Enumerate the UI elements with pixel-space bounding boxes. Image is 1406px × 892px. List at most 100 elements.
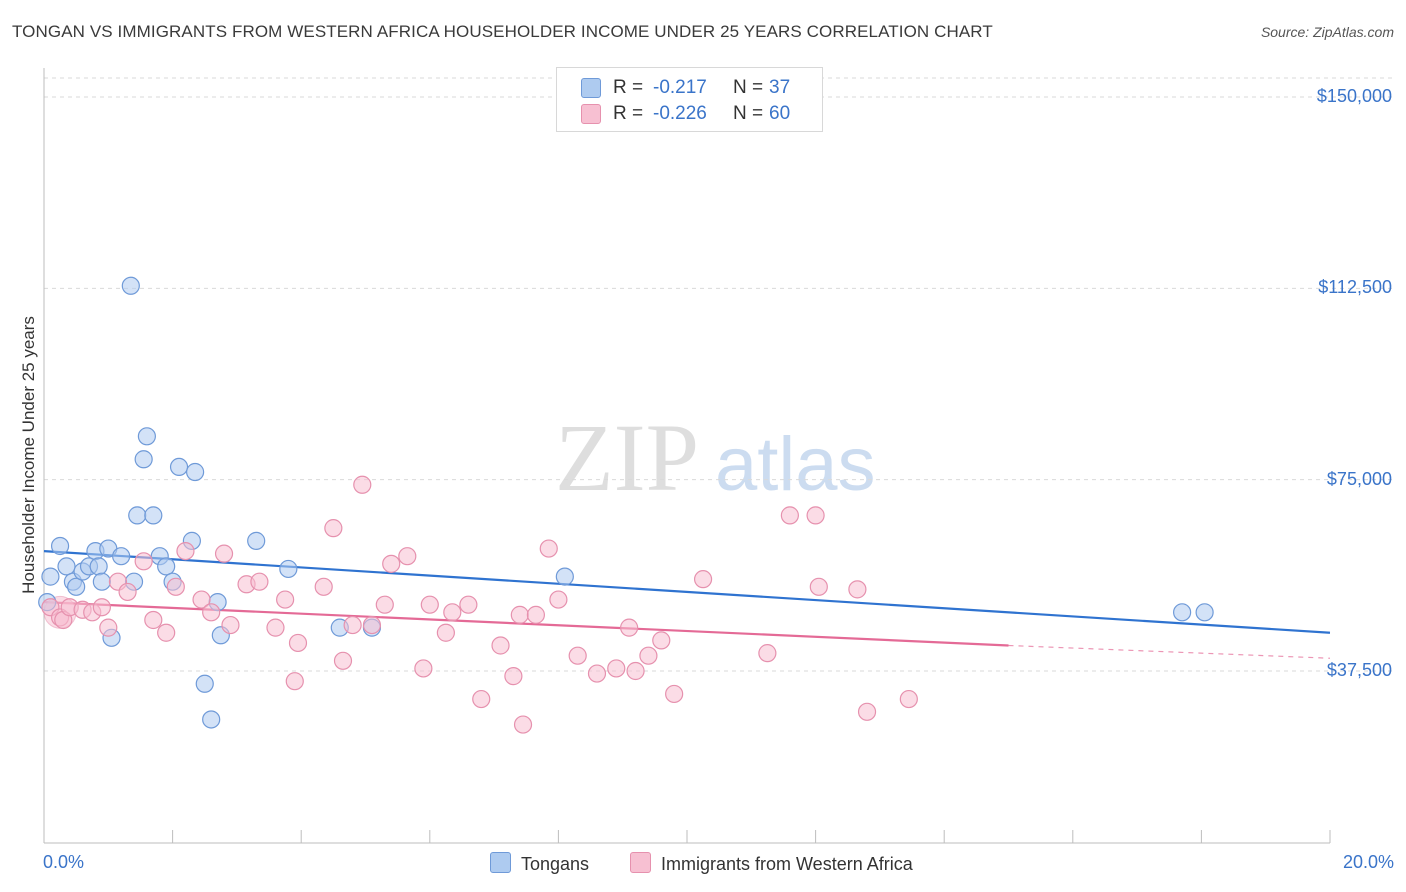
data-point-tongans [128, 506, 147, 525]
data-point-western-africa [353, 475, 372, 494]
data-point-western-africa [443, 603, 462, 622]
series-legend-tongans: Tongans [490, 852, 589, 875]
data-point-western-africa [285, 672, 304, 691]
data-point-tongans [202, 710, 221, 729]
data-point-tongans [157, 557, 176, 576]
data-point-western-africa [620, 618, 639, 637]
data-point-western-africa [899, 689, 918, 709]
data-point-western-africa [607, 659, 626, 678]
data-point-tongans [1173, 603, 1192, 622]
data-point-western-africa [758, 644, 777, 663]
data-point-western-africa [99, 618, 118, 637]
trend-lines [43, 549, 1331, 659]
data-point-western-africa [288, 633, 308, 653]
data-point-western-africa [166, 577, 185, 596]
data-point-western-africa [202, 603, 221, 622]
data-point-tongans [57, 557, 76, 576]
data-point-tongans [50, 536, 70, 556]
data-point-western-africa [118, 582, 137, 602]
data-point-western-africa [134, 552, 153, 571]
x-tick-label-max: 20.0% [1342, 852, 1394, 872]
data-point-western-africa [333, 651, 353, 670]
data-point-tongans [1195, 603, 1214, 622]
data-point-western-africa [513, 715, 533, 734]
data-point-western-africa [266, 618, 285, 637]
data-point-tongans [169, 457, 189, 477]
legend-n-label: N = [733, 103, 764, 124]
data-point-tongans [89, 557, 108, 576]
data-point-western-africa [459, 595, 478, 614]
y-tick-label: $37,500 [1326, 660, 1392, 680]
data-point-western-africa [665, 684, 684, 704]
data-point-tongans [112, 547, 131, 566]
source-label: Source: ZipAtlas.com [1260, 24, 1394, 40]
data-point-western-africa [250, 572, 269, 591]
data-point-western-africa [652, 631, 671, 650]
data-point-western-africa [526, 605, 545, 624]
data-point-western-africa [398, 547, 417, 566]
data-point-western-africa [362, 615, 382, 635]
data-point-tongans [279, 559, 298, 579]
data-point-tongans [92, 572, 111, 591]
data-point-tongans [121, 276, 140, 295]
series-label-western-africa: Immigrants from Western Africa [661, 854, 913, 874]
y-tick-label: $75,000 [1326, 468, 1392, 489]
data-point-western-africa [414, 659, 433, 678]
trend-line-extension [1008, 644, 1331, 659]
data-point-tongans [41, 567, 60, 586]
data-point-western-africa [144, 610, 163, 630]
data-point-western-africa [491, 636, 510, 655]
data-point-western-africa [587, 664, 607, 683]
watermark-zip: ZIP [555, 404, 699, 511]
data-point-western-africa [626, 661, 645, 681]
watermark: ZIP atlas [555, 404, 876, 511]
legend-swatch-tongans [581, 78, 601, 98]
data-point-western-africa [510, 605, 529, 624]
data-points [38, 276, 1214, 734]
axes [43, 68, 1331, 844]
data-point-western-africa [176, 541, 195, 561]
data-point-western-africa [436, 623, 455, 642]
data-point-tongans [195, 674, 214, 693]
series-swatch-western-africa [630, 852, 651, 873]
data-point-western-africa [157, 623, 176, 642]
data-point-tongans [186, 462, 205, 482]
trend-line-tongans [43, 549, 1331, 634]
data-point-western-africa [568, 646, 587, 665]
chart-title: TONGAN VS IMMIGRANTS FROM WESTERN AFRICA… [12, 22, 993, 41]
series-legend-western-africa: Immigrants from Western Africa [630, 852, 913, 875]
data-point-tongans [137, 427, 156, 446]
series-label-tongans: Tongans [521, 854, 590, 874]
data-point-western-africa [848, 580, 867, 599]
legend-r-value: -0.226 [653, 103, 707, 124]
data-point-tongans [555, 567, 574, 586]
watermark-atlas: atlas [715, 422, 876, 507]
data-point-western-africa [639, 646, 658, 665]
data-point-western-africa [192, 590, 211, 609]
data-point-western-africa [324, 519, 343, 538]
data-point-western-africa [857, 702, 877, 721]
legend-r-value: -0.217 [653, 77, 707, 98]
y-tick-label: $112,500 [1318, 277, 1392, 298]
legend-r-label: R = [613, 77, 644, 98]
series-swatch-tongans [490, 852, 511, 873]
data-point-tongans [134, 450, 153, 469]
legend-n-value: 60 [769, 103, 791, 124]
x-tick-label-min: 0.0% [43, 852, 85, 872]
data-point-western-africa [375, 595, 394, 614]
data-point-western-africa [549, 590, 568, 609]
legend-swatch-western-africa [581, 104, 601, 124]
data-point-western-africa [809, 577, 828, 596]
data-point-western-africa [539, 539, 558, 558]
legend-n-label: N = [733, 77, 764, 98]
data-point-western-africa [504, 667, 523, 686]
data-point-western-africa [276, 590, 295, 609]
data-point-tongans [144, 506, 163, 525]
y-tick-label: $150,000 [1316, 86, 1392, 106]
data-point-tongans [247, 531, 266, 550]
data-point-western-africa [92, 598, 111, 617]
legend-r-label: R = [613, 103, 644, 124]
data-point-western-africa [806, 506, 825, 525]
correlation-legend: R = -0.217 N = 37 R = -0.226 N = 60 [556, 67, 823, 132]
